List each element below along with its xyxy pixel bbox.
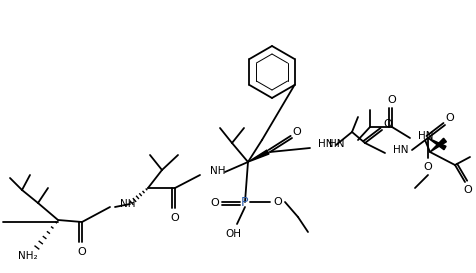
- Text: NH: NH: [120, 199, 135, 209]
- Text: NH₂: NH₂: [18, 251, 38, 261]
- Text: NH: NH: [209, 166, 225, 176]
- Text: HN: HN: [417, 131, 433, 141]
- Text: O: O: [387, 95, 396, 105]
- Polygon shape: [429, 138, 446, 152]
- Text: HN: HN: [329, 139, 344, 149]
- Text: P: P: [241, 195, 248, 209]
- Text: O: O: [210, 198, 219, 208]
- Text: O: O: [292, 127, 301, 137]
- Text: O: O: [170, 213, 179, 223]
- Polygon shape: [248, 150, 268, 162]
- Text: O: O: [445, 113, 454, 123]
- Text: O: O: [423, 162, 431, 172]
- Text: O: O: [383, 119, 392, 129]
- Text: O: O: [78, 247, 86, 257]
- Text: HN: HN: [392, 145, 407, 155]
- Text: OH: OH: [225, 229, 240, 239]
- Text: HN: HN: [317, 139, 333, 149]
- Text: O: O: [273, 197, 282, 207]
- Text: O: O: [463, 185, 471, 195]
- Polygon shape: [427, 138, 445, 150]
